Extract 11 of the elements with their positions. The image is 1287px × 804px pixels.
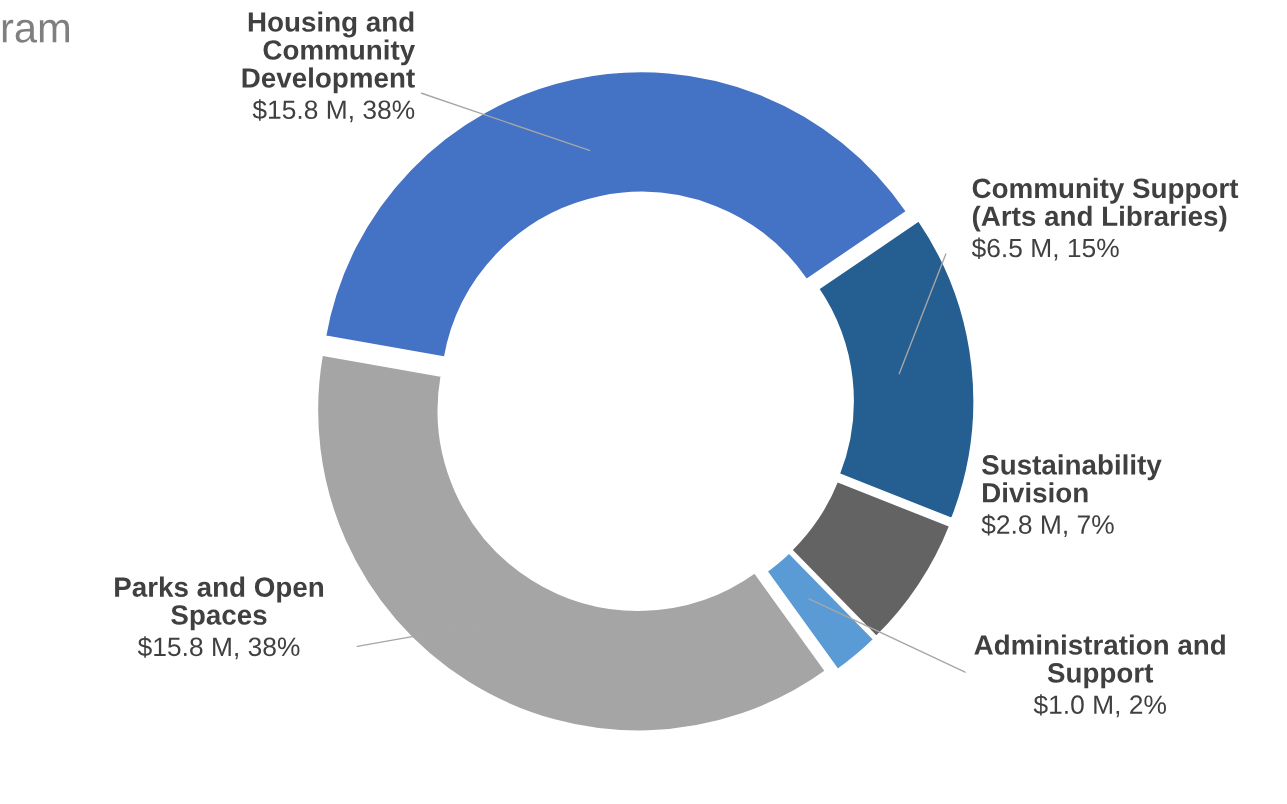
data-label: $15.8 M, 38% <box>252 99 415 123</box>
slice-label: Administration and Support <box>974 634 1225 689</box>
slice-label: Housing and Community Development <box>242 11 416 94</box>
slice-label: Parks and Open Spaces <box>115 576 324 631</box>
chart-title: ram <box>2 19 70 43</box>
data-label: $6.5 M, 15% <box>971 237 1119 261</box>
slice-label: Sustainability Division <box>981 454 1162 503</box>
slice-label: Community Support (Arts and Libraries) <box>972 177 1239 232</box>
data-label: $1.0 M, 2% <box>1033 694 1166 718</box>
data-label: $15.8 M, 38% <box>137 636 300 660</box>
data-label: $2.8 M, 7% <box>981 514 1114 538</box>
